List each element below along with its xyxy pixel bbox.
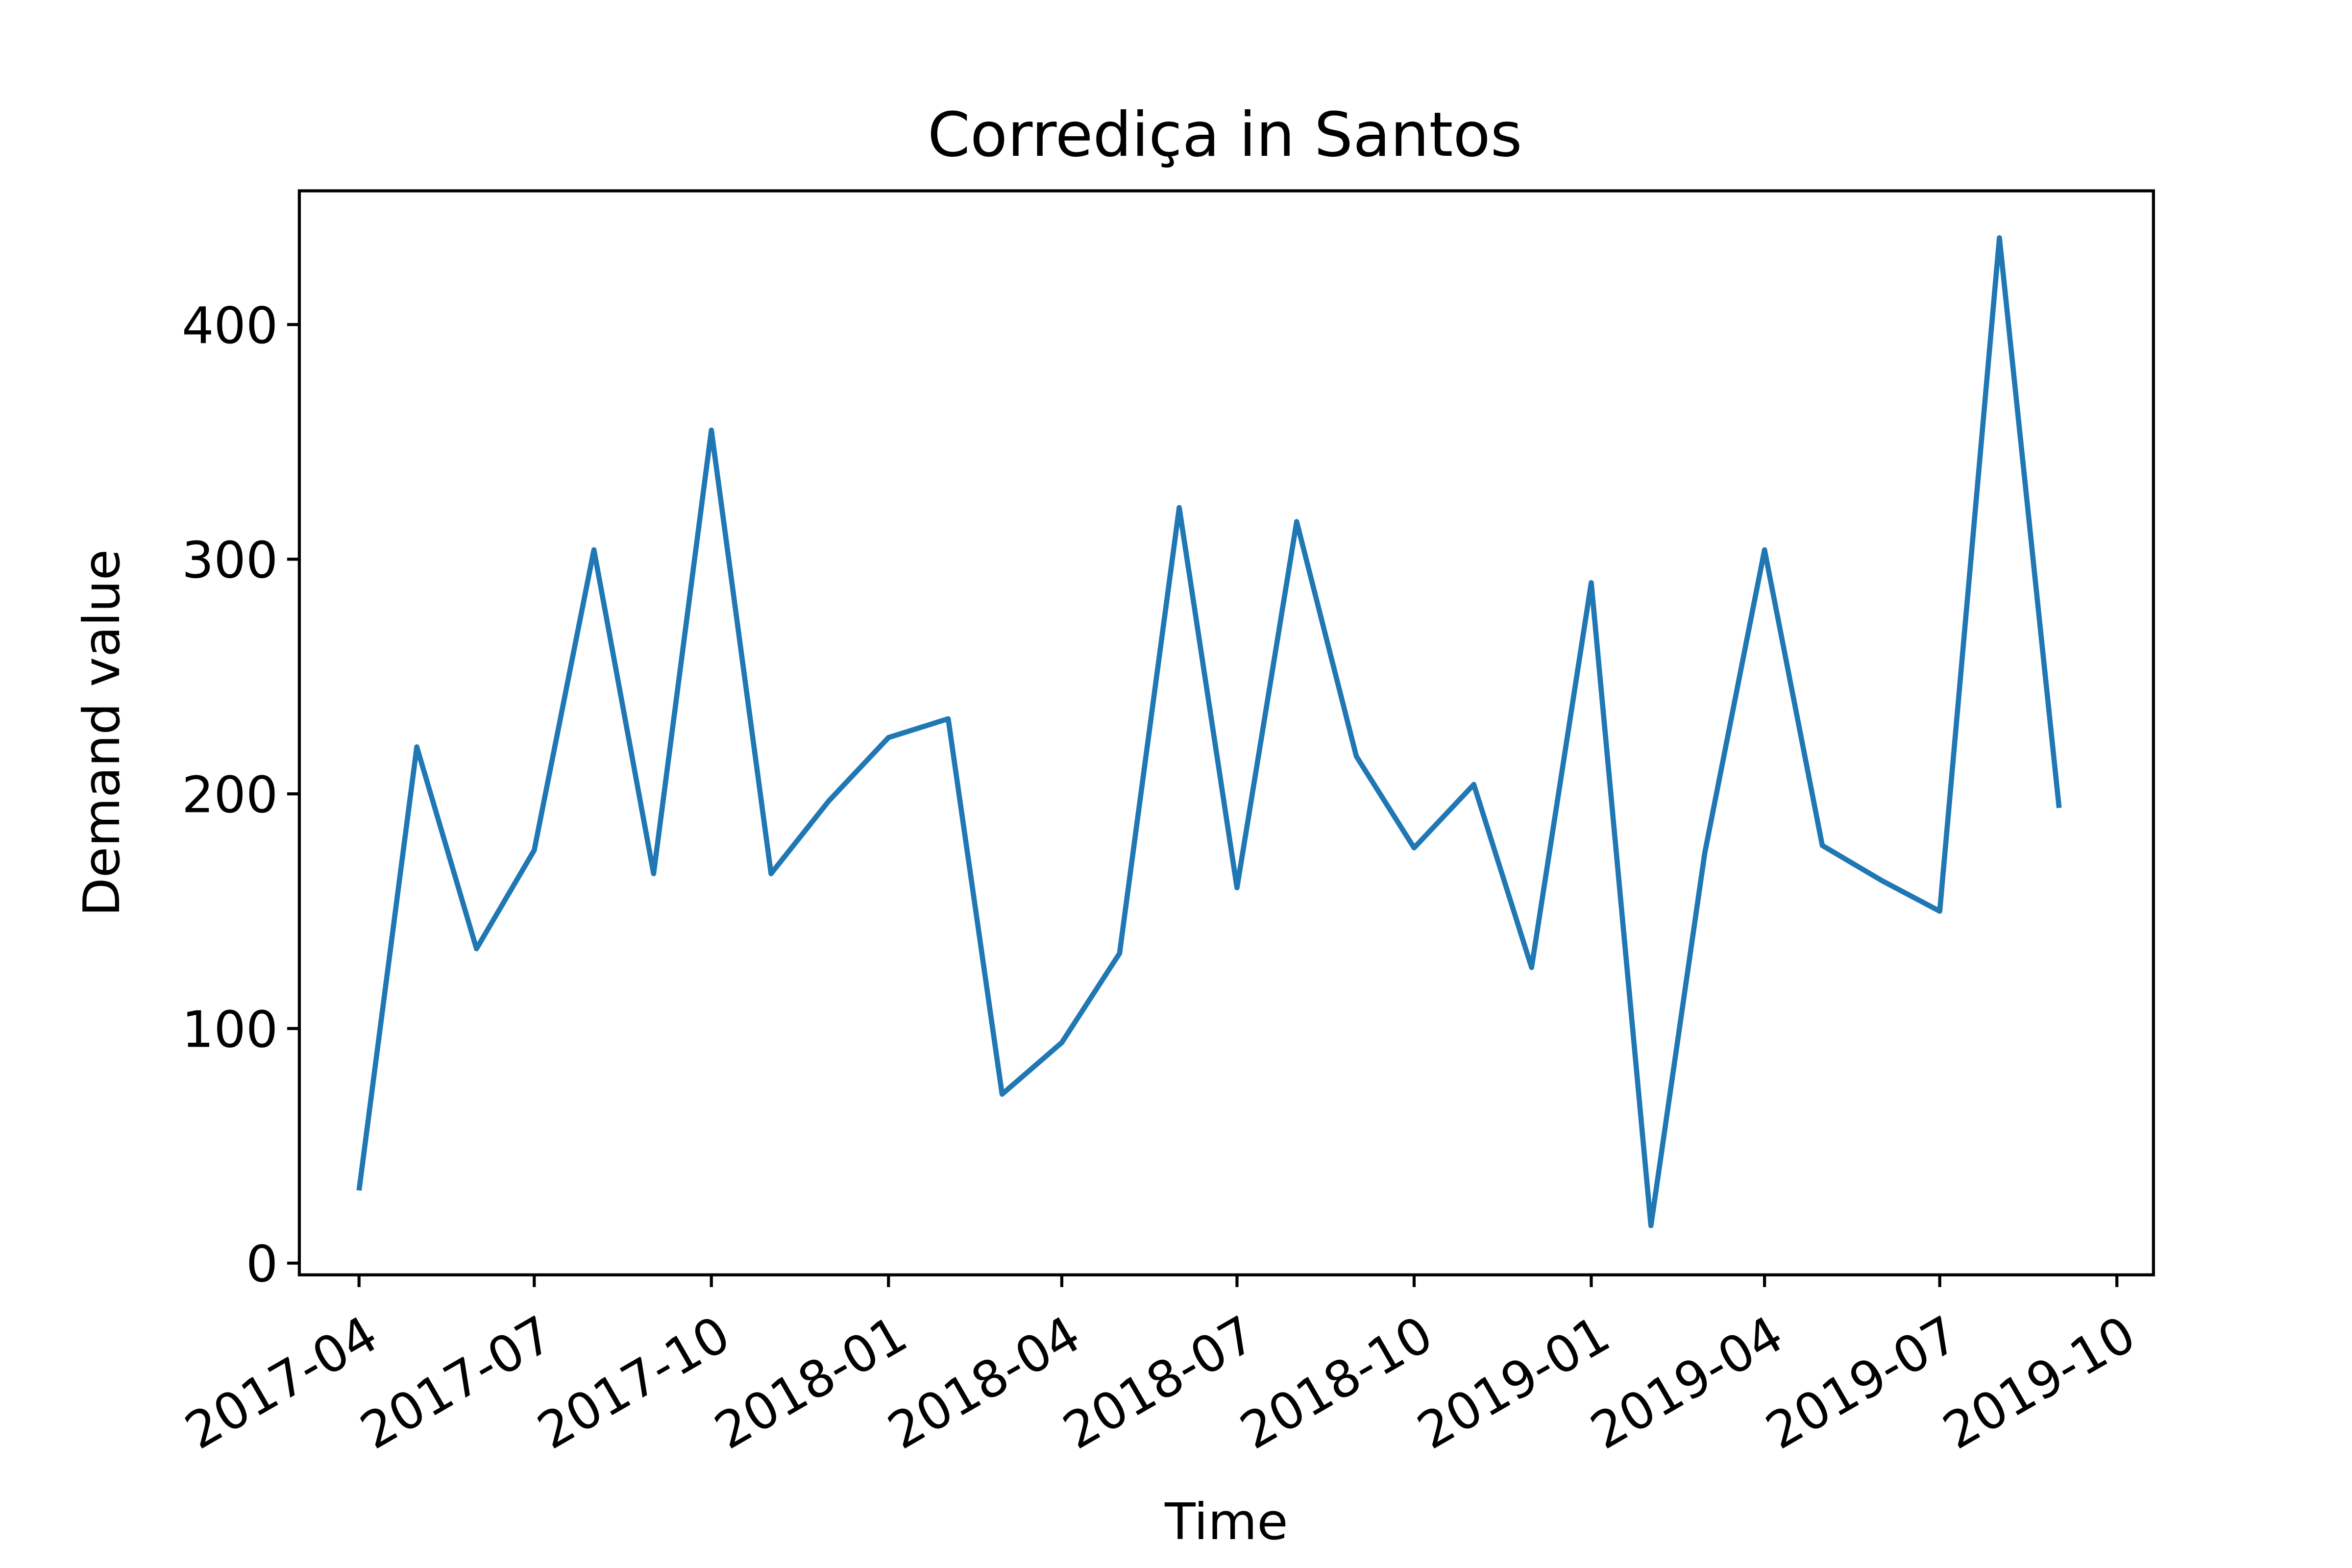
series-line xyxy=(356,235,2062,1228)
y-axis: 0 100 200 300 400 xyxy=(182,297,299,1294)
y-tick-label: 400 xyxy=(182,297,278,355)
x-axis-label: Time xyxy=(1164,1493,1288,1551)
plot-background xyxy=(299,191,2154,1275)
y-axis-label: Demand value xyxy=(73,549,131,917)
y-tick-label: 300 xyxy=(182,532,278,590)
y-tick-label: 100 xyxy=(182,1001,278,1059)
plot-area: 2017-042017-072017-102018-012018-042018-… xyxy=(176,189,2155,1461)
y-tick-label: 0 xyxy=(246,1235,278,1294)
chart-title: Corrediça in Santos xyxy=(928,99,1522,171)
y-tick-label: 200 xyxy=(182,766,278,825)
plot-frame xyxy=(297,189,2155,1276)
